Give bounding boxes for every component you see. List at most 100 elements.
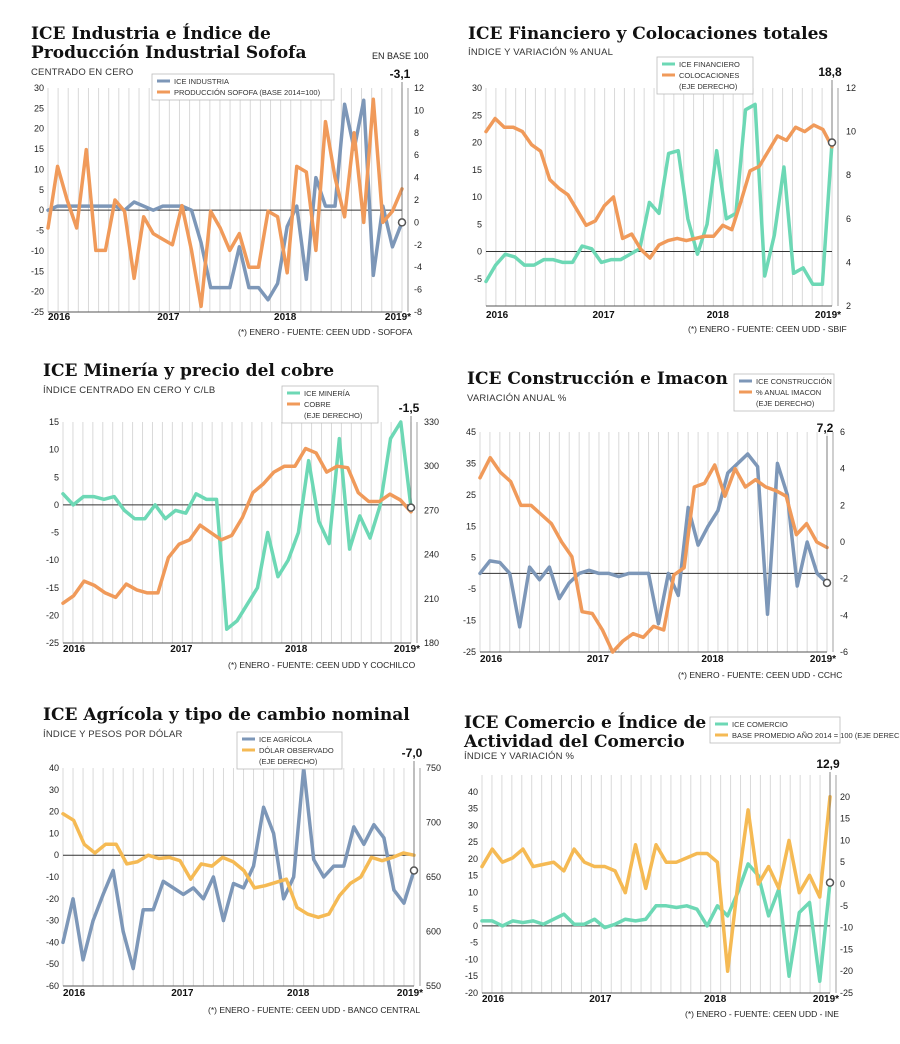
y-tick-label-left: 40: [49, 763, 59, 773]
y-tick-label-left: -25: [31, 307, 44, 317]
y-tick-label-right: 210: [424, 594, 439, 604]
y-tick-label-left: 5: [471, 553, 476, 563]
y-tick-label-right: -6: [414, 285, 422, 295]
series-line: [61, 766, 416, 971]
y-tick-label-right: 4: [846, 257, 851, 267]
legend-label: COLOCACIONES: [679, 71, 739, 80]
y-tick-label-left: -5: [468, 584, 476, 594]
y-tick-label-right: 12: [846, 83, 856, 93]
series-line: [61, 446, 413, 605]
last-value-marker: [825, 878, 835, 887]
panel-ice-industria: ICE Industria e Índice de Producción Ind…: [0, 0, 450, 348]
y-tick-label-right: 4: [840, 464, 845, 474]
y-tick-label-left: -10: [465, 954, 478, 964]
legend-label: (EJE DERECHO): [259, 757, 318, 766]
legend-label: PRODUCCIÓN SOFOFA (BASE 2014=100): [174, 88, 321, 97]
y-tick-label-right: -15: [840, 944, 853, 954]
x-tick-label: 2018: [287, 988, 310, 999]
y-tick-label-right: -5: [840, 901, 848, 911]
chart-content: 40 35 30 25 20 15 10 5 0 -5 -10 -15 -20 20 15 10 5 0 -5 -10…: [465, 716, 900, 1005]
y-tick-label-left: 10: [49, 445, 59, 455]
x-tick-label: 2019*: [815, 310, 841, 321]
x-tick-label: 2017: [170, 644, 193, 655]
y-tick-label-left: 15: [34, 144, 44, 154]
series-line: [46, 98, 404, 302]
x-tick-label: 2016: [486, 310, 509, 321]
axis-unit-label: EN BASE 100: [372, 51, 429, 61]
y-tick-label-left: 15: [468, 871, 478, 881]
y-tick-label-right: 600: [426, 927, 441, 937]
panel-ice-mineria: ICE Minería y precio del cobre ÍNDICE CE…: [0, 348, 450, 696]
x-tick-label: 2019*: [385, 312, 411, 323]
y-tick-label-right: 10: [414, 105, 424, 115]
y-tick-label-left: -15: [465, 971, 478, 981]
series-line: [484, 102, 834, 286]
y-tick-label-right: 700: [426, 818, 441, 828]
chart-content: 15 10 5 0 -5 -10 -15 -20 -25 330 300 270 240 210 180 20…: [46, 385, 439, 655]
y-tick-label-right: -2: [840, 574, 848, 584]
y-tick-label-right: 6: [414, 150, 419, 160]
last-value-label: -7,0: [402, 746, 423, 760]
y-tick-label-right: 10: [840, 835, 850, 845]
series-line: [478, 455, 829, 654]
footnote: (*) ENERO - FUENTE: CEEN UDD - SBIF: [688, 324, 847, 334]
footnote: (*) ENERO - FUENTE: CEEN UDD - CCHC: [678, 670, 843, 680]
series-line: [480, 862, 832, 984]
y-tick-label-left: 0: [473, 921, 478, 931]
y-tick-label-left: 20: [472, 138, 482, 148]
footnote: (*) ENERO - FUENTE: CEEN UDD - BANCO CEN…: [208, 1005, 421, 1015]
chart-ice-mineria: 15 10 5 0 -5 -10 -15 -20 -25 330 300 270 240 210 180 20…: [46, 385, 439, 655]
y-tick-label-left: 0: [54, 850, 59, 860]
y-tick-label-right: 750: [426, 763, 441, 773]
y-tick-label-left: 5: [54, 472, 59, 482]
y-tick-label-left: -20: [46, 894, 59, 904]
y-tick-label-right: 0: [414, 217, 419, 227]
last-value-marker: [409, 866, 419, 875]
legend-label: ICE MINERÍA: [304, 389, 350, 398]
legend-label: ICE INDUSTRIA: [174, 77, 229, 86]
panel-title: ICE Minería y precio del cobre: [43, 361, 335, 381]
last-value-label: 18,8: [818, 65, 842, 79]
last-value-label: 12,9: [816, 757, 840, 771]
y-tick-label-right: -8: [414, 307, 422, 317]
legend-box: [151, 73, 335, 101]
y-tick-label-left: 35: [468, 804, 478, 814]
x-tick-label: 2017: [157, 312, 180, 323]
y-tick-label-left: -20: [31, 287, 44, 297]
y-tick-label-right: 8: [414, 128, 419, 138]
legend-label: (EJE DERECHO): [304, 411, 363, 420]
y-tick-label-left: -5: [470, 938, 478, 948]
last-value-label: -1,5: [399, 401, 420, 415]
x-tick-label: 2017: [593, 310, 616, 321]
y-tick-label-left: 20: [49, 807, 59, 817]
panel-subtitle: CENTRADO EN CERO: [31, 67, 134, 78]
series-line: [484, 116, 834, 260]
legend-label: ICE CONSTRUCCIÓN: [756, 377, 832, 386]
y-tick-label-right: 2: [414, 195, 419, 205]
y-tick-label-left: -20: [46, 610, 59, 620]
y-tick-label-left: 0: [477, 247, 482, 257]
chart-content: 45 35 25 15 5 -5 -15 -25 6 4 2 0 -2 -4 -6 2016 2017 2018 2…: [463, 373, 848, 665]
y-tick-label-left: 25: [466, 490, 476, 500]
y-tick-label-right: 6: [846, 214, 851, 224]
x-tick-label: 2016: [482, 994, 505, 1005]
y-tick-label-left: 40: [468, 787, 478, 797]
y-tick-label-left: -10: [46, 555, 59, 565]
y-tick-label-left: 20: [34, 124, 44, 134]
y-tick-label-right: 2: [846, 301, 851, 311]
x-tick-label: 2018: [274, 312, 297, 323]
chart-content: 30 25 20 15 10 5 0 -5 12 10 8 6 4 2 2016 2017 2018 2019* 1…: [472, 56, 856, 321]
y-tick-label-right: 300: [424, 461, 439, 471]
footnote: (*) ENERO - FUENTE: CEEN UDD Y COCHILCO: [228, 660, 416, 670]
x-tick-label: 2016: [48, 312, 71, 323]
chart-ice-construccion: 45 35 25 15 5 -5 -15 -25 6 4 2 0 -2 -4 -6 2016 2017 2018 2…: [463, 373, 848, 665]
legend-label: COBRE: [304, 400, 331, 409]
y-tick-label-left: 45: [466, 427, 476, 437]
series-line: [478, 452, 829, 629]
series-line: [46, 97, 404, 309]
panel-ice-comercio: ICE Comercio e Índice de Actividad del C…: [450, 696, 900, 1044]
y-tick-label-left: -5: [51, 528, 59, 538]
series-line: [61, 812, 416, 920]
y-tick-label-left: 10: [468, 887, 478, 897]
y-tick-label-left: -20: [465, 988, 478, 998]
